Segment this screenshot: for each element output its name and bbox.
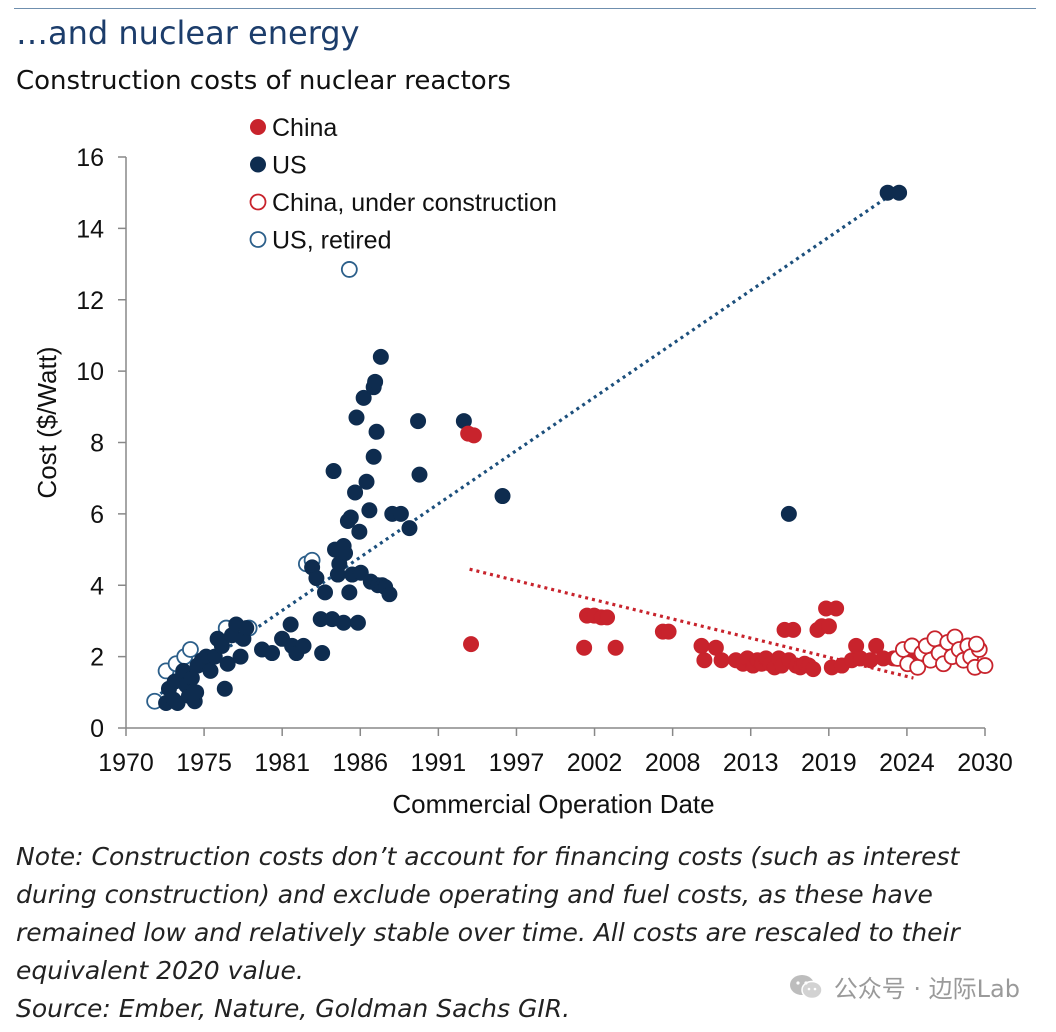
us-point xyxy=(381,586,398,603)
us-point xyxy=(351,523,368,540)
x-axis-title: Commercial Operation Date xyxy=(392,789,714,819)
wechat-icon xyxy=(789,974,823,999)
us-point xyxy=(232,648,249,665)
y-tick-label: 0 xyxy=(90,715,104,743)
us-retired-point xyxy=(340,261,358,278)
us-point xyxy=(780,505,797,522)
us-point xyxy=(349,614,366,631)
legend-label-us-retired: US, retired xyxy=(272,227,391,255)
watermark: 公众号 · 边际Lab xyxy=(788,969,1020,1004)
china-point xyxy=(785,621,802,638)
china-point xyxy=(465,427,482,444)
legend-marker-china-under-construction xyxy=(249,193,267,211)
us-point xyxy=(347,484,364,501)
us-point xyxy=(410,413,427,430)
china-point xyxy=(805,661,822,678)
x-tick-label: 1986 xyxy=(332,749,388,777)
china-point xyxy=(463,636,480,653)
us-point xyxy=(372,348,389,365)
y-tick-label: 2 xyxy=(90,644,104,672)
us-point xyxy=(238,620,255,637)
y-tick-label: 16 xyxy=(76,144,104,172)
us-point xyxy=(494,488,511,505)
china-point xyxy=(868,637,885,654)
china-point xyxy=(599,609,616,626)
us-point xyxy=(317,584,334,601)
x-tick-label: 1981 xyxy=(254,749,310,777)
y-tick-label: 4 xyxy=(90,572,104,600)
china-point xyxy=(607,639,624,656)
us-point xyxy=(314,645,331,662)
x-tick-label: 2019 xyxy=(801,749,857,777)
us-retired-point xyxy=(182,641,199,658)
us-point xyxy=(308,570,325,587)
us-point xyxy=(367,373,384,390)
y-tick-label: 8 xyxy=(90,430,104,458)
china-point xyxy=(576,639,593,656)
us-point xyxy=(348,409,365,426)
us-point xyxy=(337,545,354,562)
us-point xyxy=(401,520,418,537)
x-tick-label: 1975 xyxy=(176,749,232,777)
china-point xyxy=(696,652,713,669)
x-tick-label: 2024 xyxy=(879,749,935,777)
us-point xyxy=(219,655,236,672)
us-point xyxy=(411,466,428,483)
us-point xyxy=(368,423,385,440)
x-tick-label: 2002 xyxy=(567,749,623,777)
watermark-text: 公众号 · 边际Lab xyxy=(833,975,1020,1003)
us-point xyxy=(361,502,378,519)
us-point xyxy=(358,473,375,490)
legend-marker-us xyxy=(250,156,266,173)
x-tick-label: 2008 xyxy=(645,749,701,777)
us-point xyxy=(891,184,908,201)
china-point xyxy=(820,618,837,635)
us-point xyxy=(282,616,299,633)
y-tick-label: 14 xyxy=(76,215,104,243)
y-tick-label: 10 xyxy=(76,358,104,386)
legend-marker-china xyxy=(250,119,266,135)
headline: …and nuclear energy xyxy=(16,14,360,52)
x-tick-label: 2030 xyxy=(957,749,1013,777)
legend-label-china-under-construction: China, under construction xyxy=(272,189,557,217)
note-text: Note: Construction costs don’t account f… xyxy=(16,842,960,985)
scatter-chart: 0 2 4 6 8 10 12 14 16 1970 1975 1981 1986 1991 1997 200… xyxy=(32,114,1013,819)
us-point xyxy=(202,662,219,679)
chart-title: Construction costs of nuclear reactors xyxy=(16,66,511,96)
top-rule xyxy=(14,8,1036,9)
china-point xyxy=(660,623,677,640)
legend-label-us: US xyxy=(272,152,307,180)
x-tick-label: 1997 xyxy=(489,749,545,777)
us-point xyxy=(188,684,205,701)
y-tick-label: 12 xyxy=(76,287,104,315)
china-point xyxy=(713,652,730,669)
us-point xyxy=(216,680,233,697)
us-point xyxy=(213,637,230,654)
us-point xyxy=(342,509,359,526)
us-point xyxy=(352,564,369,581)
y-axis-title: Cost ($/Watt) xyxy=(32,346,62,498)
us-point xyxy=(295,637,312,654)
china-under-construction-point xyxy=(976,657,994,674)
y-tick-label: 6 xyxy=(90,501,104,529)
us-point xyxy=(392,505,409,522)
legend-marker-us-retired xyxy=(249,231,267,248)
us-point xyxy=(325,463,342,480)
us-trendline xyxy=(153,187,901,699)
source-text: Source: Ember, Nature, Goldman Sachs GIR… xyxy=(16,994,571,1023)
footnote: Note: Construction costs don’t account f… xyxy=(16,838,1016,1028)
us-point xyxy=(365,448,382,465)
us-point xyxy=(264,645,281,662)
china-under-construction-point xyxy=(968,635,985,653)
china-point xyxy=(828,600,845,617)
us-point xyxy=(335,614,352,631)
china-point xyxy=(693,637,710,654)
x-tick-label: 1991 xyxy=(411,749,467,777)
us-point xyxy=(169,695,186,712)
legend-label-china: China xyxy=(272,114,337,142)
x-tick-label: 1970 xyxy=(98,749,154,777)
x-tick-label: 2013 xyxy=(723,749,779,777)
us-point xyxy=(355,389,372,406)
us-point xyxy=(341,584,358,601)
